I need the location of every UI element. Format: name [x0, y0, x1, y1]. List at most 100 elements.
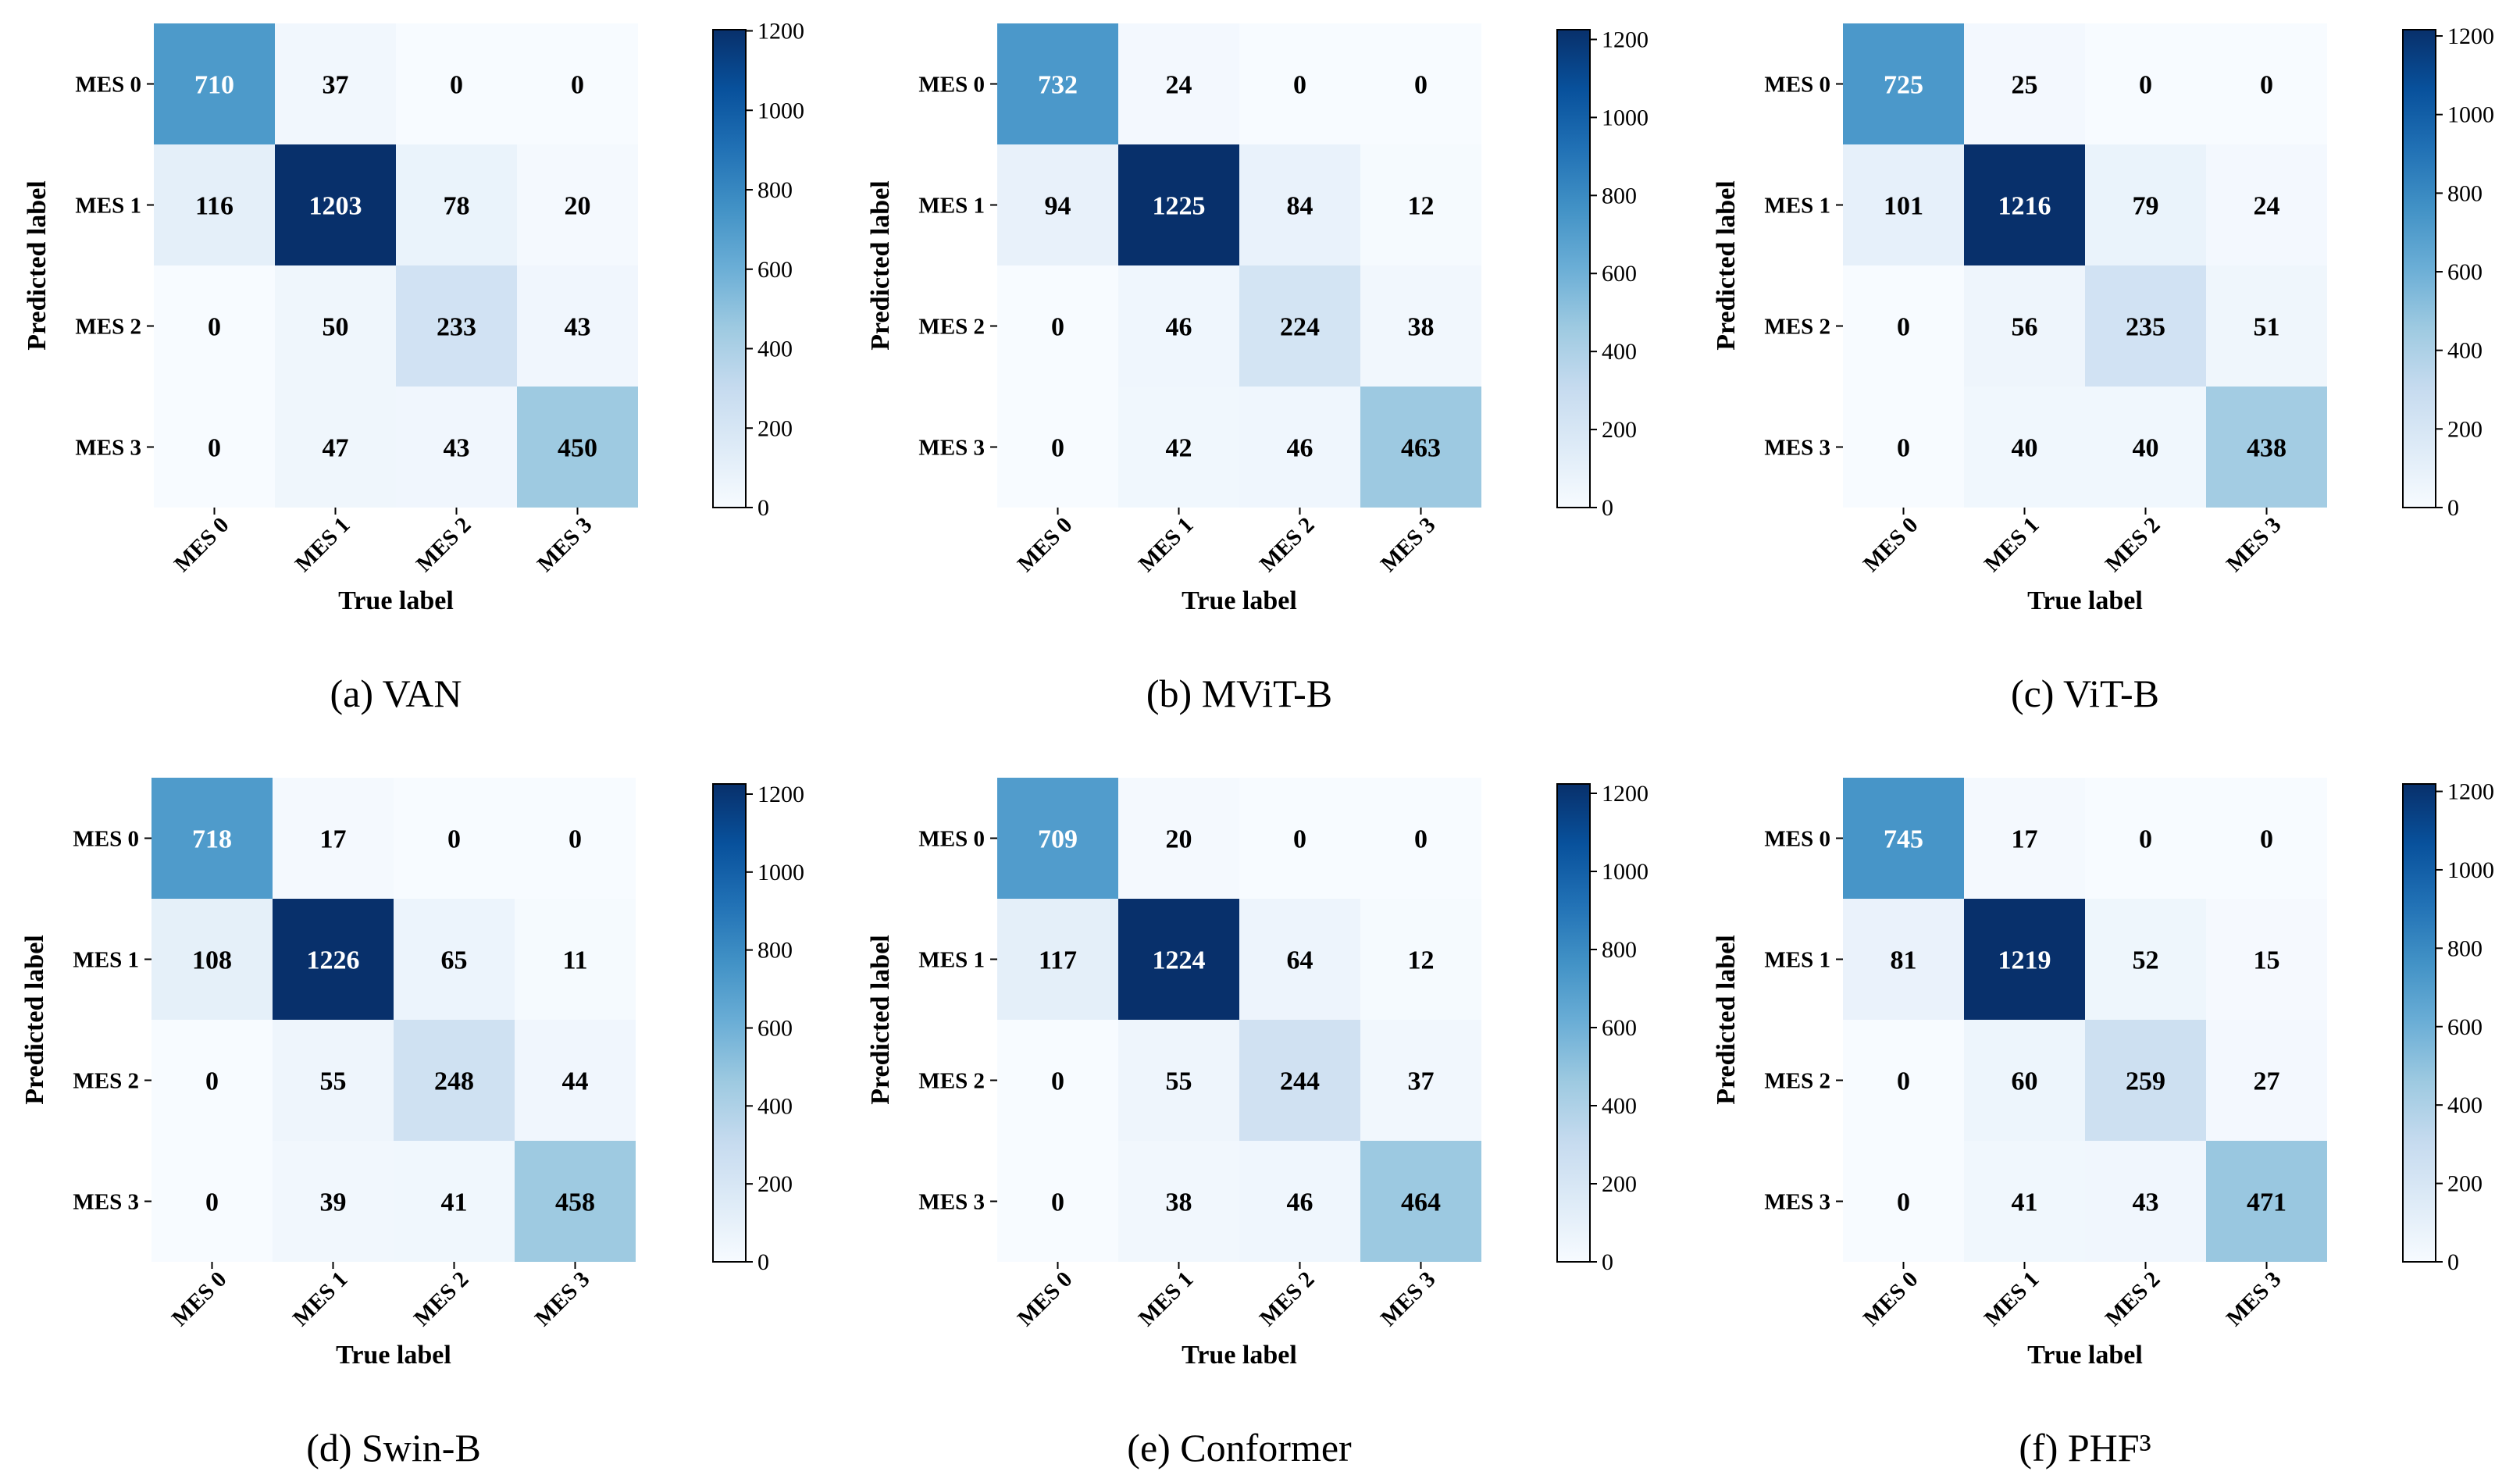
matrix-cell	[396, 23, 517, 144]
matrix-cell	[1239, 899, 1360, 1020]
x-axis-title: True label	[338, 586, 454, 615]
colorbar-tick-label: 1200	[757, 782, 804, 807]
cell-value-label: 39	[320, 1188, 347, 1217]
cell-value-label: 248	[434, 1067, 474, 1096]
cell-value-label: 117	[1039, 946, 1077, 975]
matrix-cell	[997, 144, 1118, 265]
colorbar-tick-label: 200	[1602, 417, 1637, 443]
y-tick-label: MES 1	[918, 948, 985, 973]
x-tick-label: MES 2	[412, 512, 476, 576]
cell-value-label: 20	[565, 192, 591, 221]
matrix-cell	[2085, 899, 2206, 1020]
matrix-cell	[1843, 778, 1964, 899]
matrix-cell	[154, 144, 275, 265]
x-tick-label: MES 1	[1134, 512, 1198, 576]
colorbar-tick-label: 1000	[1602, 105, 1649, 130]
matrix-cell	[1964, 387, 2085, 508]
x-tick-label: MES 0	[1859, 512, 1923, 576]
cell-value-label: 47	[323, 434, 349, 463]
cell-value-label: 64	[1287, 946, 1313, 975]
x-tick-label: MES 3	[1376, 1267, 1440, 1331]
colorbar-tick-label: 1000	[2447, 857, 2494, 883]
matrix-cell	[151, 778, 273, 899]
cell-value-label: 52	[2133, 946, 2159, 975]
cell-value-label: 37	[1408, 1067, 1435, 1096]
matrix-cell	[515, 778, 636, 899]
matrix-cell	[1360, 23, 1481, 144]
cell-value-label: 40	[2133, 434, 2159, 463]
y-tick-label: MES 2	[918, 315, 985, 340]
matrix-cell	[394, 1020, 515, 1141]
x-tick-label: MES 1	[1134, 1267, 1198, 1331]
y-tick-label: MES 1	[75, 194, 141, 219]
cell-value-label: 46	[1287, 434, 1313, 463]
matrix-cell	[515, 899, 636, 1020]
cell-value-label: 38	[1408, 313, 1435, 342]
matrix-cell	[1843, 1141, 1964, 1262]
colorbar-tick-label: 600	[757, 1015, 793, 1041]
matrix-cell	[997, 265, 1118, 387]
cell-value-label: 81	[1891, 946, 1917, 975]
cell-value-label: 0	[1897, 313, 1910, 342]
colorbar-tick-label: 1200	[2447, 23, 2494, 49]
cell-value-label: 51	[2254, 313, 2280, 342]
cell-value-label: 41	[2012, 1188, 2038, 1217]
matrix-cell	[997, 387, 1118, 508]
y-tick-label: MES 2	[1764, 1069, 1830, 1094]
colorbar-tick-label: 800	[2447, 180, 2483, 206]
cell-value-label: 0	[450, 71, 463, 100]
cell-value-label: 24	[1166, 71, 1192, 100]
matrix-cell	[151, 1141, 273, 1262]
matrix-cell	[273, 1141, 394, 1262]
matrix-cell	[1843, 899, 1964, 1020]
cell-value-label: 12	[1408, 192, 1435, 221]
x-tick-label: MES 2	[1255, 1267, 1319, 1331]
cell-value-label: 84	[1287, 192, 1313, 221]
colorbar-tick-label: 1200	[757, 19, 804, 45]
matrix-cell	[2085, 1020, 2206, 1141]
colorbar-tick-label: 600	[2447, 259, 2483, 285]
cell-value-label: 259	[2126, 1067, 2165, 1096]
cell-value-label: 0	[1051, 434, 1064, 463]
colorbar	[712, 29, 747, 508]
cell-value-label: 725	[1884, 71, 1923, 100]
cell-value-label: 1203	[309, 192, 362, 221]
x-tick-label: MES 1	[1980, 1267, 2044, 1331]
cell-value-label: 38	[1166, 1188, 1192, 1217]
matrix-cell	[1964, 899, 2085, 1020]
matrix-cell	[275, 265, 396, 387]
colorbar-tick-label: 200	[2447, 1171, 2483, 1197]
panel-caption: (f) PHF³	[2019, 1426, 2151, 1470]
cell-value-label: 0	[1897, 1188, 1910, 1217]
x-axis-title: True label	[2027, 1341, 2143, 1370]
cell-value-label: 27	[2254, 1067, 2280, 1096]
colorbar-tick-label: 0	[1602, 495, 1613, 521]
matrix-cell	[2085, 778, 2206, 899]
cell-value-label: 20	[1166, 825, 1192, 854]
x-tick-label: MES 0	[167, 1267, 231, 1331]
matrix-cell	[1360, 265, 1481, 387]
cell-value-label: 233	[437, 313, 476, 342]
cell-value-label: 0	[569, 825, 582, 854]
y-tick-label: MES 0	[1764, 827, 1830, 852]
cell-value-label: 0	[1414, 71, 1428, 100]
colorbar	[1556, 29, 1591, 508]
cell-value-label: 235	[2126, 313, 2165, 342]
colorbar-tick-label: 800	[2447, 935, 2483, 961]
matrix-cell	[394, 1141, 515, 1262]
cell-value-label: 244	[1280, 1067, 1320, 1096]
matrix-cell	[1360, 387, 1481, 508]
matrix-cell	[997, 778, 1118, 899]
y-tick-label: MES 1	[1764, 948, 1830, 973]
matrix-cell	[517, 265, 638, 387]
matrix-cell	[1964, 778, 2085, 899]
matrix-cell	[151, 1020, 273, 1141]
cell-value-label: 463	[1401, 434, 1441, 463]
y-tick-label: MES 2	[1764, 315, 1830, 340]
colorbar-tick-label: 0	[1602, 1249, 1613, 1275]
matrix-cell	[394, 778, 515, 899]
colorbar-tick-label: 400	[757, 1093, 793, 1119]
matrix-cell	[1360, 899, 1481, 1020]
